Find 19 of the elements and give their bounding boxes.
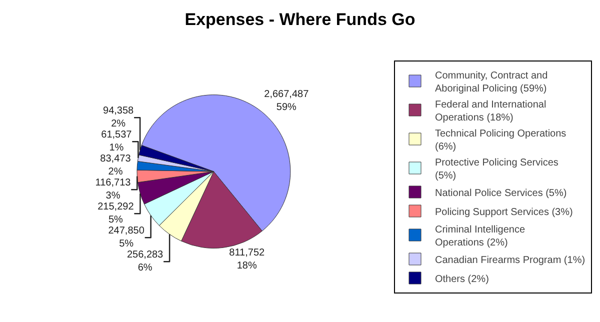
legend-label: Community, Contract and Aboriginal Policing (59%) (435, 70, 548, 94)
legend-label: National Police Services (5%) (435, 188, 567, 199)
data-label: 83,473 2% (100, 154, 132, 178)
legend-label: Protective Policing Services (5%) (435, 157, 558, 182)
legend-label: Canadian Firearms Program (1%) (435, 254, 586, 266)
legend-label: Criminal Intelligence Operations (2%) (435, 224, 526, 248)
data-label: 256,283 6% (126, 250, 164, 274)
legend-label: Federal and International Operations (18%) (435, 99, 546, 124)
data-label: 247,850 5% (108, 226, 145, 250)
legend-label: Technical Policing Operations (6%) (435, 128, 566, 152)
legend-label: Policing Support Services (3%) (435, 206, 573, 218)
legend-label: Others (2%) (435, 274, 489, 285)
data-label: 811,752 18% (229, 247, 266, 272)
data-label: 116,713 3% (95, 178, 132, 202)
data-label: 215,292 5% (98, 202, 134, 226)
data-label: 2,667,487 59% (264, 89, 310, 114)
data-label: 94,358 2% (103, 106, 134, 130)
chart-title: Expenses - Where Funds Go (184, 10, 416, 29)
data-label: 61,537 1% (101, 130, 132, 154)
